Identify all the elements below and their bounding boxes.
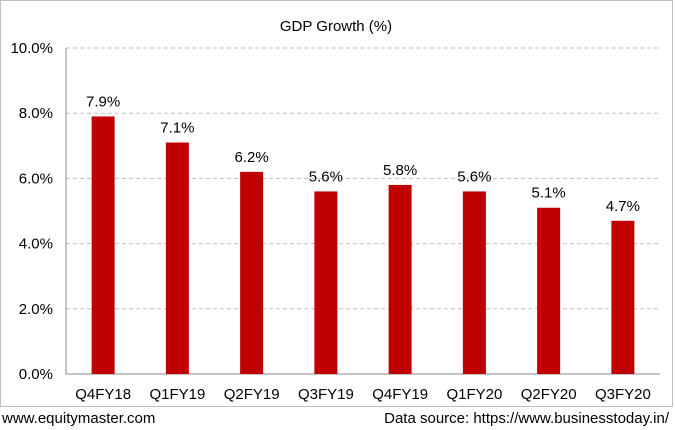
bar-data-label: 5.6% <box>309 168 343 185</box>
chart-title: GDP Growth (%) <box>280 18 392 35</box>
x-tick-label: Q4FY18 <box>75 386 131 403</box>
data-labels: 7.9% 7.1% 6.2% 5.6% 5.8% 5.6% 5.1% 4.7% <box>86 93 640 214</box>
bar-data-label: 7.9% <box>86 93 120 110</box>
bar <box>462 191 486 374</box>
y-tick-label: 4.0% <box>19 236 53 253</box>
bar-data-label: 5.8% <box>383 162 417 179</box>
x-tick-label: Q4FY19 <box>372 386 428 403</box>
bar-data-label: 4.7% <box>606 198 640 215</box>
bar <box>91 116 115 375</box>
y-tick-label: 6.0% <box>19 170 53 187</box>
bar-data-label: 7.1% <box>160 120 194 137</box>
axes: 0.0% 2.0% 4.0% 6.0% 8.0% 10.0% Q4FY18 Q1FY19 Q2F… <box>10 40 660 403</box>
x-tick-label: Q1FY19 <box>149 386 205 403</box>
bars <box>91 116 635 375</box>
gridlines <box>66 47 660 310</box>
x-tick-label: Q1FY20 <box>446 386 502 403</box>
gdp-growth-chart: GDP Growth (%) 0.0% 2.0% 4.0% 6.0% 8.0% 10.0%… <box>10 18 660 403</box>
bar <box>388 184 412 374</box>
bar <box>240 171 264 374</box>
bar-data-label: 5.1% <box>532 185 566 202</box>
x-tick-label: Q2FY20 <box>521 386 577 403</box>
bar-data-label: 6.2% <box>235 149 269 166</box>
x-tick-label: Q3FY20 <box>595 386 651 403</box>
y-tick-label: 2.0% <box>19 301 53 318</box>
bar <box>537 207 561 374</box>
footer-data-source: Data source: https://www.businesstoday.i… <box>384 410 669 427</box>
x-tick-label: Q3FY19 <box>298 386 354 403</box>
footer-source-left: www.equitymaster.com <box>2 410 156 427</box>
bar <box>165 142 189 374</box>
bar <box>314 191 338 374</box>
chart-frame <box>0 0 673 407</box>
x-tick-label: Q2FY19 <box>224 386 280 403</box>
y-tick-label: 8.0% <box>19 105 53 122</box>
y-tick-label: 10.0% <box>10 40 53 57</box>
bar-data-label: 5.6% <box>457 168 491 185</box>
bar <box>611 220 635 374</box>
y-tick-label: 0.0% <box>19 366 53 383</box>
